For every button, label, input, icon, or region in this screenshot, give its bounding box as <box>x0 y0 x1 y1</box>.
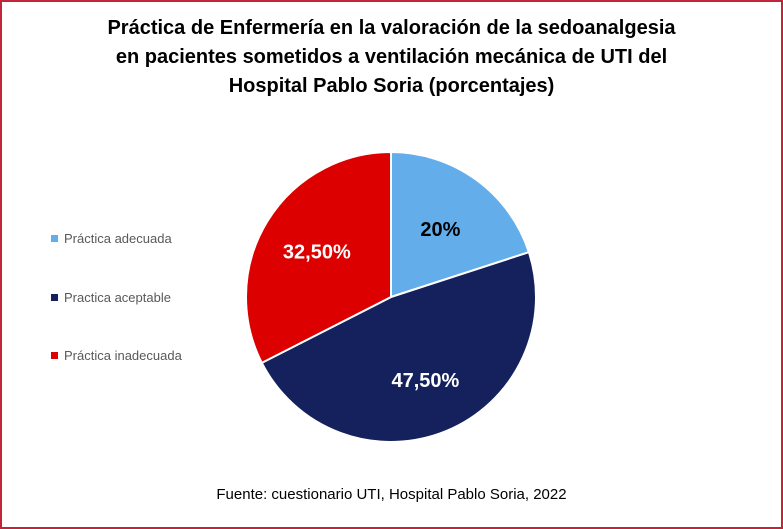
legend-item-inadecuada: Práctica inadecuada <box>51 348 182 363</box>
title-line-1: Práctica de Enfermería en la valoración … <box>107 17 676 39</box>
legend-item-aceptable: Practica aceptable <box>51 290 171 305</box>
legend-swatch <box>51 352 58 359</box>
chart-source: Fuente: cuestionario UTI, Hospital Pablo… <box>216 486 567 503</box>
data-label-0: 20% <box>420 219 460 241</box>
legend-swatch <box>51 235 58 242</box>
legend-label: Práctica inadecuada <box>64 348 182 363</box>
legend-label: Práctica adecuada <box>64 231 172 246</box>
data-label-2: 32,50% <box>283 242 351 264</box>
title-line-2: en pacientes sometidos a ventilación mec… <box>115 46 668 68</box>
pie-slice-1 <box>260 250 537 443</box>
title-line-3: Hospital Pablo Soria (porcentajes) <box>228 75 555 97</box>
legend-label: Practica aceptable <box>64 290 171 305</box>
legend-item-adecuada: Práctica adecuada <box>51 231 172 246</box>
pie-slice-0 <box>390 150 531 299</box>
chart-title: Práctica de Enfermería en la valoración … <box>2 14 781 101</box>
data-label-1: 47,50% <box>391 370 459 392</box>
pie-slice-2 <box>245 150 392 365</box>
legend-swatch <box>51 294 58 301</box>
